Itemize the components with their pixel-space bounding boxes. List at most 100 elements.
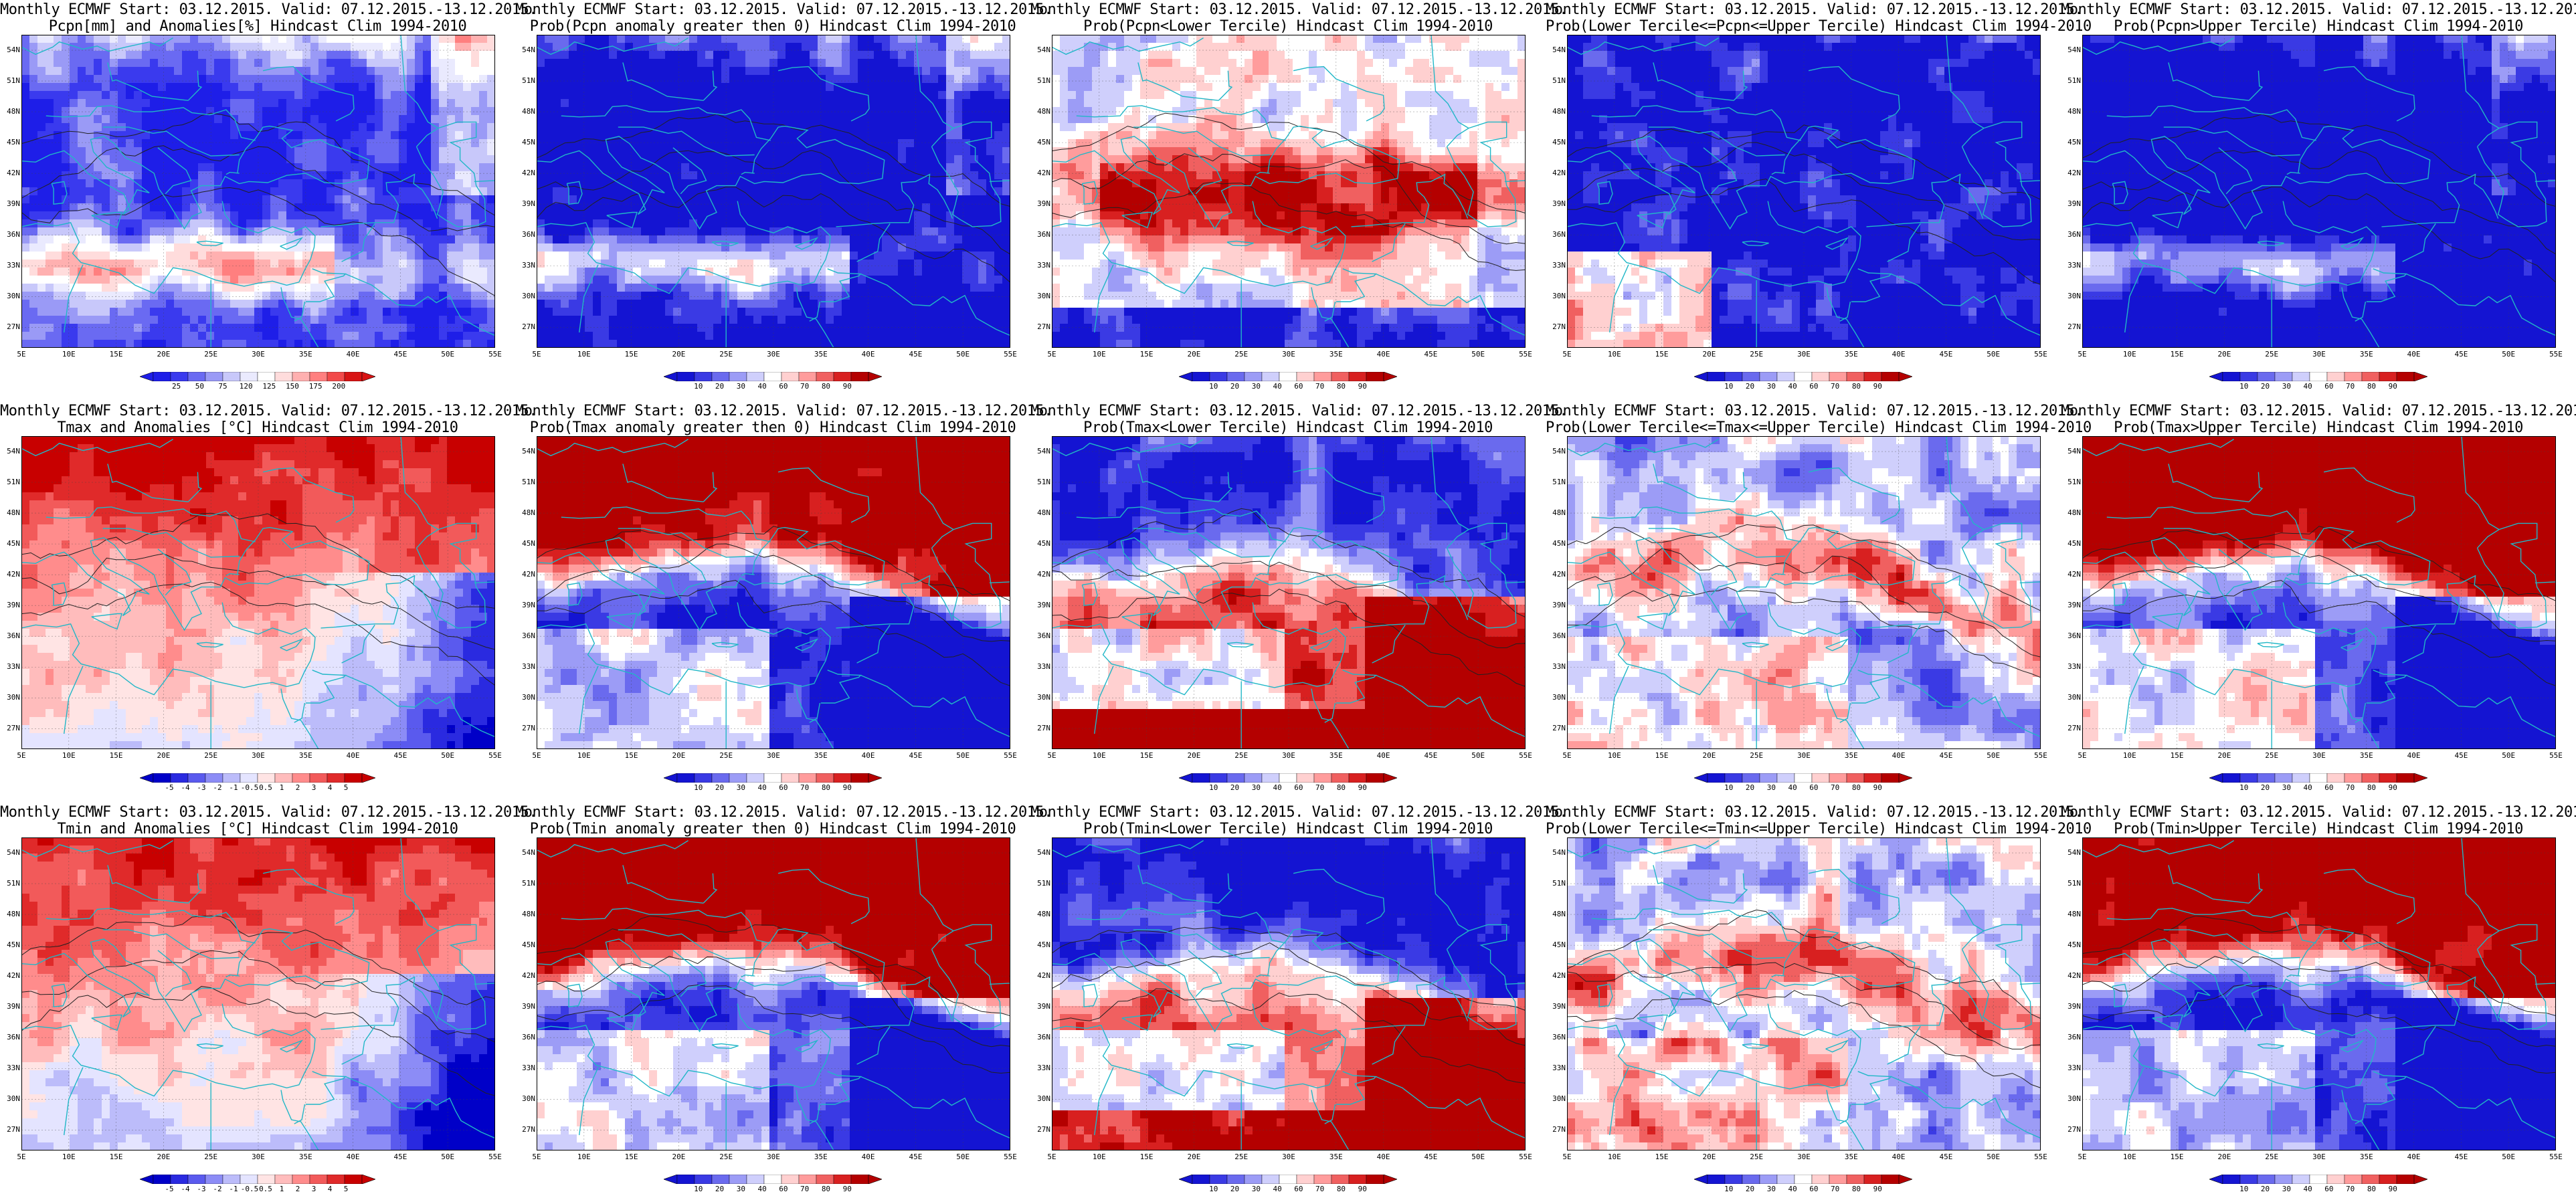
lat-tick-label: 30N: [1546, 1095, 1566, 1103]
lon-tick-label: 15E: [2171, 752, 2184, 760]
lat-tick-label: 42N: [2061, 169, 2081, 177]
colorbar-tick-label: 40: [1273, 383, 1281, 391]
lon-tick-label: 50E: [441, 1153, 454, 1161]
lat-tick-label: 45N: [1546, 138, 1566, 146]
lon-tick-label: 50E: [2502, 1153, 2515, 1161]
panel-title: Monthly ECMWF Start: 03.12.2015. Valid: …: [1030, 403, 1568, 436]
lon-tick-label: 30E: [1282, 752, 1295, 760]
coastlines: [1567, 35, 2041, 348]
lat-tick-label: 45N: [2061, 941, 2081, 949]
contour-lines: [537, 526, 1010, 686]
panel-title-line1: Monthly ECMWF Start: 03.12.2015. Valid: …: [1546, 403, 2083, 419]
lat-tick-label: 45N: [0, 941, 20, 949]
lon-tick-label: 20E: [2217, 350, 2231, 359]
lon-tick-label: 35E: [1845, 1153, 1858, 1161]
panel-title-line2: Prob(Tmin<Lower Tercile) Hindcast Clim 1…: [1030, 821, 1546, 837]
forecast-panel: Monthly ECMWF Start: 03.12.2015. Valid: …: [0, 0, 537, 401]
colorbar-tick-label: 20: [2261, 1185, 2270, 1193]
lon-tick-label: 10E: [1608, 350, 1621, 359]
forecast-map: [1567, 436, 2041, 749]
lon-tick-label: 10E: [577, 1153, 591, 1161]
colorbar-tick-label: 80: [822, 784, 830, 792]
panel-title: Monthly ECMWF Start: 03.12.2015. Valid: …: [1546, 1, 2092, 35]
forecast-map: [1052, 436, 1526, 749]
colorbar-tick-label: 80: [1852, 1185, 1861, 1193]
lon-tick-label: 5E: [1562, 1153, 1571, 1161]
forecast-panel: Monthly ECMWF Start: 03.12.2015. Valid: …: [515, 803, 1052, 1204]
panel-title-line1: Monthly ECMWF Start: 03.12.2015. Valid: …: [1546, 1, 2083, 18]
lat-tick-label: 42N: [515, 571, 535, 579]
colorbar-tick-label: -2: [213, 1185, 221, 1193]
coastlines: [1052, 436, 1526, 749]
lat-tick-label: 39N: [515, 601, 535, 609]
colorbar-tick-label: 20: [1746, 383, 1754, 391]
lon-tick-label: 30E: [252, 752, 265, 760]
colorbar-tick-label: 60: [779, 784, 788, 792]
panel-title: Monthly ECMWF Start: 03.12.2015. Valid: …: [1546, 403, 2092, 436]
lon-tick-label: 20E: [1187, 350, 1200, 359]
colorbar-tick-label: 80: [1337, 784, 1346, 792]
colorbar-tick-label: 60: [1809, 784, 1818, 792]
lat-tick-label: 45N: [0, 540, 20, 548]
lon-tick-label: 50E: [1471, 1153, 1485, 1161]
coastlines: [21, 837, 495, 1150]
lat-tick-label: 39N: [0, 1003, 20, 1011]
colorbar-tick-label: 70: [1315, 1185, 1324, 1193]
lat-tick-label: 30N: [0, 694, 20, 702]
lat-tick-label: 48N: [515, 910, 535, 918]
colorbar-tick-label: 20: [1746, 784, 1754, 792]
lat-tick-label: 48N: [1030, 509, 1050, 517]
lat-tick-label: 39N: [2061, 1003, 2081, 1011]
lon-tick-label: 30E: [1797, 752, 1811, 760]
field-shading: [537, 35, 1010, 348]
coastlines: [2082, 436, 2556, 749]
colorbar-tick-label: 5: [344, 784, 349, 792]
contour-lines: [1567, 909, 2041, 1088]
lat-tick-label: 33N: [0, 663, 20, 671]
colorbar-tick-label: 70: [1831, 784, 1839, 792]
colorbar-tick-label: 5: [344, 1185, 349, 1193]
colorbar-tick-label: 20: [1230, 784, 1239, 792]
lon-tick-label: 55E: [2549, 1153, 2563, 1161]
lat-tick-label: 30N: [1546, 694, 1566, 702]
colorbar-tick-label: -0.5: [241, 1185, 259, 1193]
lat-tick-label: 36N: [1546, 231, 1566, 239]
lat-tick-label: 48N: [2061, 108, 2081, 116]
colorbar-tick-label: 80: [2367, 383, 2376, 391]
colorbar: [1694, 1175, 1912, 1184]
coastlines: [537, 837, 1010, 1150]
lat-tick-label: 54N: [1030, 447, 1050, 456]
lon-tick-label: 40E: [862, 350, 875, 359]
lon-tick-label: 20E: [1187, 752, 1200, 760]
colorbar-tick-label: 80: [1337, 383, 1346, 391]
lon-tick-label: 50E: [1471, 350, 1485, 359]
lat-tick-label: 36N: [0, 231, 20, 239]
coastlines: [21, 436, 495, 749]
lat-tick-label: 36N: [1546, 1033, 1566, 1041]
panel-title-line1: Monthly ECMWF Start: 03.12.2015. Valid: …: [515, 1, 1052, 18]
lat-tick-label: 51N: [1030, 478, 1050, 486]
lat-tick-label: 51N: [2061, 880, 2081, 888]
forecast-map: [537, 837, 1010, 1150]
lon-tick-label: 20E: [672, 350, 685, 359]
lat-tick-label: 48N: [1546, 910, 1566, 918]
colorbar-tick-label: 80: [2367, 1185, 2376, 1193]
field-shading: [1052, 837, 1526, 1150]
forecast-panel: Monthly ECMWF Start: 03.12.2015. Valid: …: [2061, 803, 2576, 1204]
lon-tick-label: 50E: [956, 1153, 970, 1161]
panel-title: Monthly ECMWF Start: 03.12.2015. Valid: …: [2061, 1, 2576, 35]
panel-title-line2: Prob(Tmax anomaly greater then 0) Hindca…: [515, 419, 1030, 436]
lon-tick-label: 20E: [672, 1153, 685, 1161]
colorbar: [2209, 773, 2427, 783]
lon-tick-label: 45E: [393, 752, 407, 760]
lat-tick-label: 48N: [2061, 509, 2081, 517]
lat-tick-label: 54N: [1546, 447, 1566, 456]
lat-tick-label: 30N: [515, 694, 535, 702]
lon-tick-label: 50E: [1987, 1153, 2000, 1161]
colorbar-tick-label: -3: [197, 1185, 205, 1193]
lat-tick-label: 36N: [0, 1033, 20, 1041]
colorbar-tick-label: 1: [280, 1185, 284, 1193]
lat-tick-label: 27N: [2061, 1126, 2081, 1134]
lon-tick-label: 40E: [347, 752, 360, 760]
panel-title-line2: Prob(Tmax>Upper Tercile) Hindcast Clim 1…: [2061, 419, 2576, 436]
